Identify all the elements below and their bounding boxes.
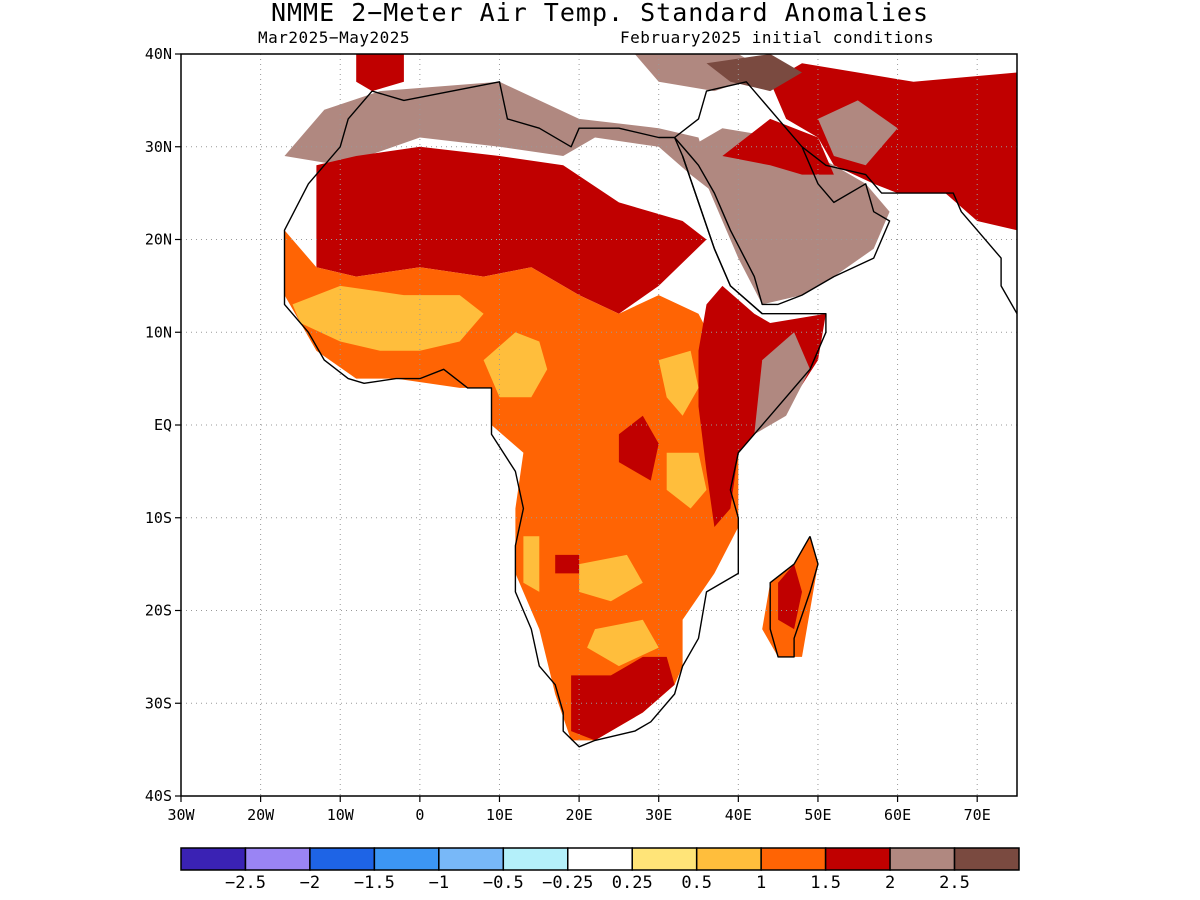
- lat-tick-label: 20N: [145, 231, 172, 249]
- region-iran-darkred: [770, 63, 1017, 231]
- region-east-central-yellow: [658, 350, 699, 416]
- gridlines: [181, 54, 1017, 796]
- lon-tick-label: 20W: [247, 806, 275, 824]
- region-congo-darkred: [618, 415, 659, 481]
- region-angola-darkred: [555, 554, 580, 574]
- iran-coastline: [801, 146, 1017, 315]
- colorbar-label: 1: [756, 873, 766, 893]
- colorbar-label: 0.5: [681, 873, 712, 893]
- colorbar-swatch: [502, 847, 569, 871]
- lon-tick-label: 40E: [725, 806, 752, 824]
- colorbar-label: −2.5: [225, 873, 266, 893]
- region-sahara-darkred: [316, 146, 707, 314]
- forecast-period-label: Mar2025−May2025: [258, 28, 410, 47]
- lon-tick-label: 70E: [964, 806, 991, 824]
- colorbar-swatch: [373, 847, 440, 871]
- colorbar-label: −1: [429, 873, 449, 893]
- region-west-africa-orange: [284, 230, 739, 741]
- africa-coastline: [283, 81, 827, 748]
- lat-tick-label: 20S: [145, 602, 172, 620]
- region-arabia-brown: [690, 128, 890, 305]
- region-turkey-darkbrown: [706, 54, 802, 92]
- colorbar-swatch: [953, 847, 1020, 871]
- region-iran-brown: [818, 100, 898, 166]
- colorbar-swatch: [244, 847, 311, 871]
- colorbar-label: 1.5: [810, 873, 841, 893]
- region-central-yellow: [483, 332, 548, 398]
- lon-tick-label: 30W: [167, 806, 195, 824]
- colorbar: −2.5 −2 −1.5 −1 −0.5 −0.25 0.25 0.5 1 1.5 2 2.5: [180, 847, 1020, 893]
- colorbar-label: −1.5: [354, 873, 395, 893]
- colorbar-label: −2: [300, 873, 320, 893]
- lon-tick-label: 50E: [804, 806, 831, 824]
- region-iberia-darkred: [356, 54, 404, 92]
- arabia-coastline: [674, 81, 891, 306]
- lat-tick-label: 10N: [145, 323, 172, 341]
- lat-tick-label: 30N: [145, 138, 172, 156]
- lon-tick-label: 30E: [645, 806, 672, 824]
- colorbar-label: 0.25: [612, 873, 653, 893]
- colorbar-swatch: [824, 847, 891, 871]
- lat-tick-label: 10S: [145, 509, 172, 527]
- colorbar-swatch: [760, 847, 827, 871]
- region-north-africa-brown: [284, 81, 715, 194]
- lat-tick-label: 40S: [145, 787, 172, 805]
- colorbar-label: −0.5: [483, 873, 524, 893]
- colorbar-swatch: [180, 847, 247, 871]
- region-zambia-yellow: [579, 554, 643, 602]
- lat-tick-label: EQ: [154, 416, 172, 434]
- lon-tick-label: 10E: [486, 806, 513, 824]
- colorbar-swatch: [309, 847, 376, 871]
- region-botswana-yellow: [587, 619, 659, 667]
- lat-tick-label: 30S: [145, 694, 172, 712]
- colorbar-swatch: [438, 847, 505, 871]
- red-sea-west-shore: [681, 155, 763, 315]
- lon-tick-label: 60E: [884, 806, 911, 824]
- colorbar-swatch: [695, 847, 762, 871]
- region-angola-yellow: [523, 536, 540, 592]
- colorbar-label: 2: [885, 873, 895, 893]
- coastlines: [283, 81, 1017, 748]
- lat-tick-label: 40N: [145, 45, 172, 63]
- region-southern-africa-darkred: [571, 656, 675, 741]
- region-lake-region-yellow: [666, 452, 707, 509]
- colorbar-label: −0.25: [542, 873, 593, 893]
- initial-conditions-label: February2025 initial conditions: [620, 28, 935, 47]
- region-arabia-darkred: [722, 118, 834, 175]
- colorbar-swatch: [631, 847, 698, 871]
- region-madagascar-darkred: [778, 564, 802, 630]
- madagascar-coastline: [769, 535, 819, 658]
- region-somalia-brown: [754, 332, 810, 435]
- colorbar-swatch: [567, 847, 633, 871]
- colorbar-swatch: [889, 847, 956, 871]
- lon-tick-label: 20E: [566, 806, 593, 824]
- colorbar-label: 2.5: [939, 873, 970, 893]
- map-title: NMME 2−Meter Air Temp. Standard Anomalie…: [270, 0, 930, 27]
- anomaly-fill-layer: [284, 54, 1017, 741]
- lon-tick-label: 10W: [327, 806, 355, 824]
- lon-tick-label: 0: [415, 806, 424, 824]
